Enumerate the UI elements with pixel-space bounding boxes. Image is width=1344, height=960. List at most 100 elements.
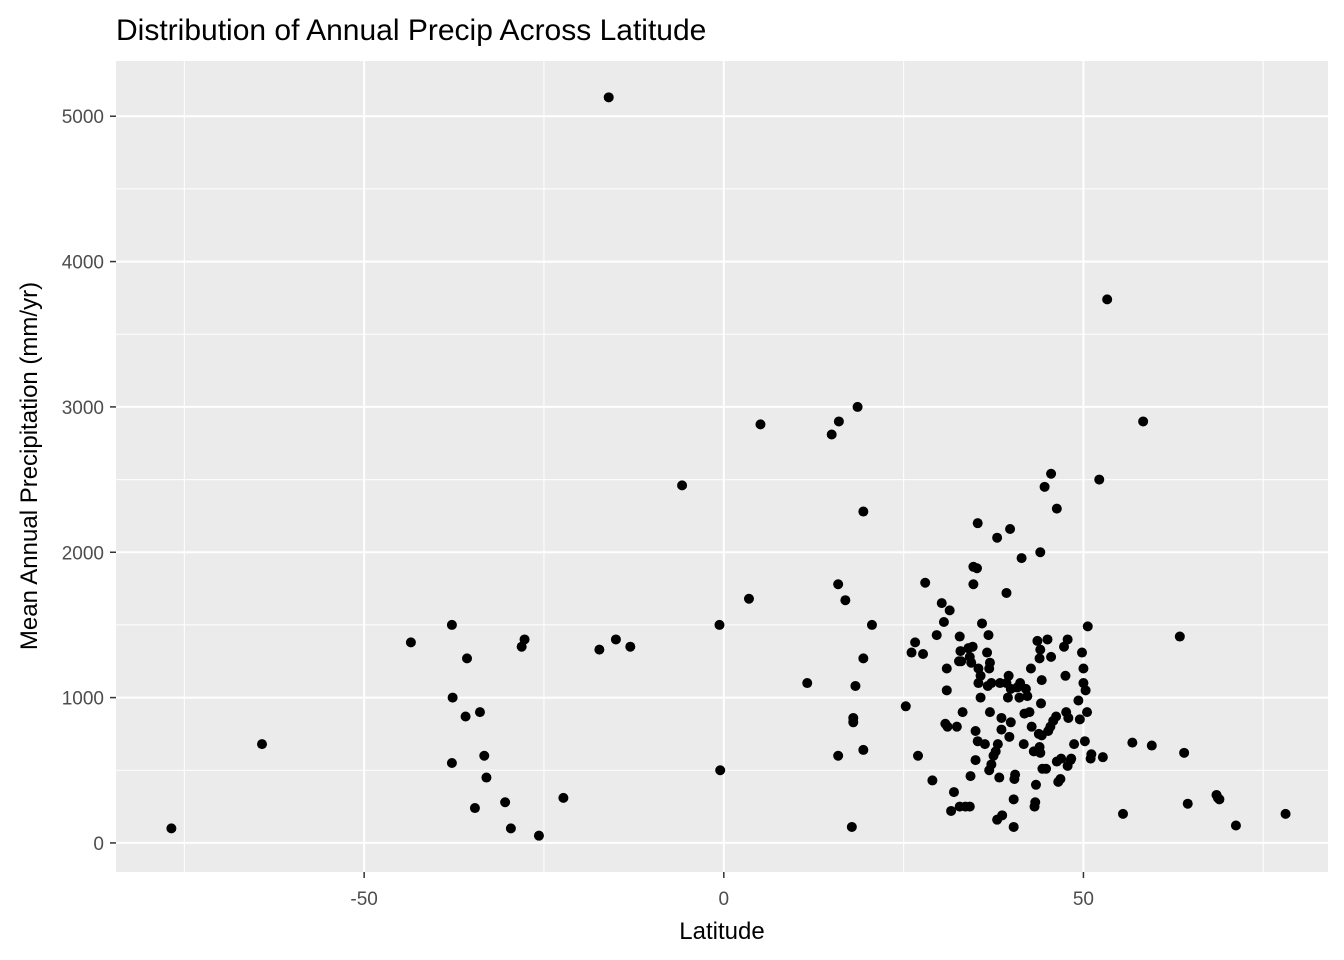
- data-point: [954, 631, 965, 642]
- data-point: [1008, 821, 1019, 832]
- data-point: [984, 657, 995, 668]
- data-point: [1002, 692, 1013, 703]
- x-tick-label: -50: [350, 889, 377, 910]
- data-point: [970, 755, 981, 766]
- data-point: [833, 579, 844, 590]
- data-point: [1179, 747, 1190, 758]
- data-point: [743, 593, 754, 604]
- data-point: [942, 721, 953, 732]
- data-point: [866, 619, 877, 630]
- data-point: [1230, 820, 1241, 831]
- data-point: [986, 759, 997, 770]
- data-point: [910, 637, 921, 648]
- data-point: [971, 563, 982, 574]
- data-point: [996, 724, 1007, 735]
- data-point: [972, 518, 983, 529]
- data-point: [967, 641, 978, 652]
- data-point: [1063, 712, 1074, 723]
- data-point: [166, 823, 177, 834]
- data-point: [1035, 644, 1046, 655]
- data-point: [1138, 416, 1149, 427]
- data-point: [964, 801, 975, 812]
- data-point: [1008, 794, 1019, 805]
- data-point: [955, 646, 966, 657]
- y-tick-label: 4000: [62, 253, 104, 274]
- plot-panel: [116, 61, 1328, 872]
- data-point: [257, 739, 268, 750]
- data-point: [405, 637, 416, 648]
- data-point: [848, 717, 859, 728]
- data-point: [957, 707, 968, 718]
- data-point: [941, 685, 952, 696]
- data-point: [715, 765, 726, 776]
- data-point: [1066, 753, 1077, 764]
- data-point: [1014, 692, 1025, 703]
- data-point: [447, 692, 458, 703]
- data-point: [918, 648, 929, 659]
- y-tick-label: 3000: [62, 398, 104, 419]
- data-point: [1009, 773, 1020, 784]
- data-point: [1036, 698, 1047, 709]
- data-point: [936, 598, 947, 609]
- data-point: [951, 721, 962, 732]
- data-point: [1078, 663, 1089, 674]
- data-point: [594, 644, 605, 655]
- data-point: [1097, 752, 1108, 763]
- data-point: [1001, 587, 1012, 598]
- data-point: [852, 401, 863, 412]
- data-point: [850, 680, 861, 691]
- data-point: [1082, 621, 1093, 632]
- data-point: [858, 744, 869, 755]
- data-point: [948, 787, 959, 798]
- data-point: [982, 680, 993, 691]
- data-point: [610, 634, 621, 645]
- data-point: [938, 617, 949, 628]
- grid-major: [116, 61, 1328, 872]
- y-axis-ticks: 0 1000 2000 3000 4000 5000: [62, 107, 116, 855]
- data-point: [558, 792, 569, 803]
- data-point: [966, 657, 977, 668]
- data-point: [965, 771, 976, 782]
- data-point: [462, 653, 473, 664]
- data-point: [1039, 481, 1050, 492]
- data-point: [833, 750, 844, 761]
- data-point: [997, 810, 1008, 821]
- data-point: [927, 775, 938, 786]
- data-point: [968, 579, 979, 590]
- data-point: [1118, 808, 1129, 819]
- data-point: [1003, 670, 1014, 681]
- y-tick-label: 0: [93, 834, 104, 855]
- data-point: [858, 506, 869, 517]
- data-point: [944, 605, 955, 616]
- data-point: [1022, 691, 1033, 702]
- x-tick-label: 50: [1073, 889, 1094, 910]
- data-point: [1005, 717, 1016, 728]
- data-point: [1146, 740, 1157, 751]
- data-point: [996, 712, 1007, 723]
- data-point: [1086, 749, 1097, 760]
- data-point: [1041, 763, 1052, 774]
- data-point: [460, 711, 471, 722]
- y-tick-label: 1000: [62, 689, 104, 710]
- data-point: [920, 577, 931, 588]
- data-point: [1055, 773, 1066, 784]
- data-point: [1032, 635, 1043, 646]
- data-point: [1102, 294, 1113, 305]
- data-point: [1051, 711, 1062, 722]
- data-point: [1056, 753, 1067, 764]
- x-tick-label: 0: [719, 889, 730, 910]
- y-tick-label: 5000: [62, 107, 104, 128]
- data-point: [1029, 801, 1040, 812]
- data-point: [858, 653, 869, 664]
- data-point: [446, 619, 457, 630]
- data-point: [1074, 714, 1085, 725]
- data-point: [1005, 523, 1016, 534]
- data-point: [1025, 663, 1036, 674]
- data-point: [1030, 779, 1041, 790]
- data-point: [1016, 553, 1027, 564]
- data-point: [983, 630, 994, 641]
- data-point: [1035, 547, 1046, 558]
- data-point: [970, 726, 981, 737]
- data-point: [992, 739, 1003, 750]
- data-point: [474, 707, 485, 718]
